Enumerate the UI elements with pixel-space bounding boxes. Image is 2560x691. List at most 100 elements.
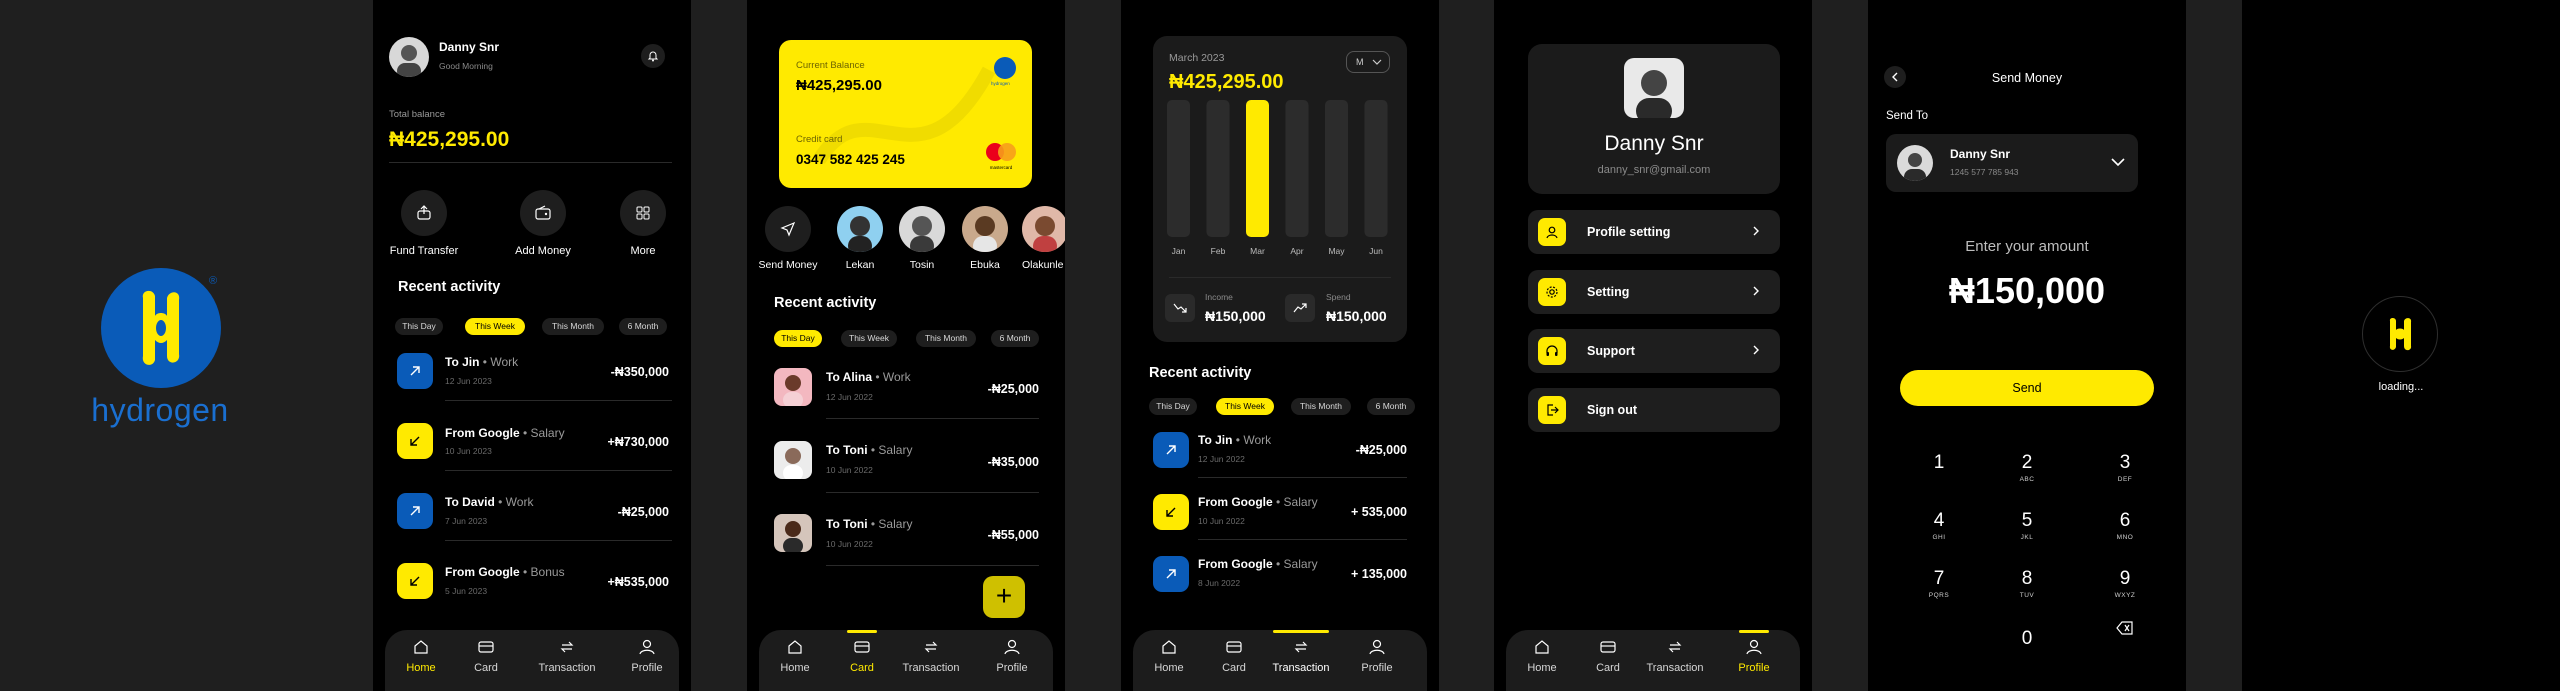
notification-button[interactable] — [641, 44, 665, 68]
transfer-arrows-icon — [1668, 641, 1682, 653]
contact-tosin[interactable]: Tosin — [897, 206, 947, 271]
nav-profile[interactable]: Profile — [611, 638, 683, 674]
stats-screen: March 2023 ₦425,295.00 M Jan Feb Mar Apr May… — [1121, 0, 1439, 691]
nav-transaction[interactable]: Transaction — [1256, 638, 1346, 674]
tx-amount: -₦55,000 — [987, 528, 1039, 542]
avatar[interactable] — [1624, 58, 1684, 118]
filter-6-month[interactable]: 6 Month — [991, 330, 1039, 347]
add-money-button[interactable]: Add Money — [503, 190, 583, 257]
filter-this-week[interactable]: This Week — [465, 318, 525, 335]
stats-card: March 2023 ₦425,295.00 M Jan Feb Mar Apr May… — [1153, 36, 1407, 342]
back-button[interactable] — [1884, 66, 1906, 88]
menu-support[interactable]: Support — [1528, 329, 1780, 373]
credit-card[interactable]: Current Balance ₦425,295.00 hydrogen Cre… — [779, 40, 1032, 188]
chevron-right-icon — [1753, 226, 1759, 236]
bar-jun[interactable] — [1364, 100, 1388, 237]
backspace-icon — [2116, 621, 2133, 635]
action-label: Add Money — [515, 245, 571, 257]
nav-transaction[interactable]: Transaction — [1630, 638, 1720, 674]
bar-may[interactable] — [1325, 100, 1348, 237]
table-row[interactable]: To Toni • Salary — [826, 443, 913, 457]
filter-this-day[interactable]: This Day — [1149, 398, 1197, 415]
action-label: Fund Transfer — [389, 245, 459, 257]
bar-apr[interactable] — [1285, 100, 1309, 237]
nav-profile[interactable]: Profile — [1718, 638, 1790, 674]
nav-card[interactable]: Card — [1198, 638, 1270, 674]
section-title: Recent activity — [774, 295, 877, 311]
divider — [445, 540, 672, 541]
transfer-arrows-icon — [924, 641, 938, 653]
nav-home[interactable]: Home — [1506, 638, 1578, 674]
fund-transfer-button[interactable]: Fund Transfer — [384, 190, 464, 257]
keypad-key-9[interactable]: 9 WXYZ — [2114, 568, 2136, 599]
avatar — [837, 206, 883, 252]
keypad-key-8[interactable]: 8 TUV — [2019, 568, 2035, 599]
filter-this-month[interactable]: This Month — [542, 318, 604, 335]
table-row[interactable]: To Alina • Work — [826, 370, 911, 384]
nav-card[interactable]: Card — [826, 638, 898, 674]
nav-card[interactable]: Card — [1572, 638, 1644, 674]
nav-home[interactable]: Home — [1133, 638, 1205, 674]
home-icon — [788, 640, 802, 654]
keypad-key-2[interactable]: 2 ABC — [2019, 452, 2035, 483]
tx-date: 10 Jun 2022 — [826, 539, 873, 549]
bottom-nav: Home Card Transaction Profile — [759, 630, 1053, 691]
table-row[interactable]: To David • Work — [445, 495, 534, 509]
menu-setting[interactable]: Setting — [1528, 270, 1780, 314]
filter-6-month[interactable]: 6 Month — [1367, 398, 1415, 415]
bar-mar[interactable] — [1246, 100, 1269, 237]
keypad-key-4[interactable]: 4 GHI — [1932, 510, 1946, 541]
contact-ebuka[interactable]: Ebuka — [960, 206, 1010, 271]
contact-lekan[interactable]: Lekan — [835, 206, 885, 271]
menu-icon-box — [1538, 396, 1566, 424]
income-label: Income — [1205, 292, 1233, 302]
keypad-key-5[interactable]: 5 JKL — [2020, 510, 2034, 541]
backspace-key[interactable] — [2116, 620, 2134, 636]
table-row[interactable]: From Google • Salary — [1198, 557, 1318, 571]
amount-display[interactable]: ₦150,000 — [1948, 270, 2106, 311]
keypad-key-0[interactable]: 0 — [2021, 628, 2033, 649]
keypad-key-6[interactable]: 6 MNO — [2116, 510, 2134, 541]
menu-sign-out[interactable]: Sign out — [1528, 388, 1780, 432]
nav-transaction[interactable]: Transaction — [522, 638, 612, 674]
add-button[interactable]: + — [983, 576, 1025, 618]
filter-this-day[interactable]: This Day — [395, 318, 443, 335]
filter-this-month[interactable]: This Month — [916, 330, 976, 347]
filter-6-month[interactable]: 6 Month — [619, 318, 667, 335]
period-select[interactable]: M — [1346, 51, 1390, 73]
nav-card[interactable]: Card — [450, 638, 522, 674]
send-money-contact[interactable]: Send Money — [757, 206, 819, 271]
bar-jan[interactable] — [1167, 100, 1190, 237]
menu-icon-box — [1538, 278, 1566, 306]
recipient-select[interactable]: Danny Snr 1245 577 785 943 — [1886, 134, 2138, 192]
nav-home[interactable]: Home — [385, 638, 457, 674]
nav-transaction[interactable]: Transaction — [886, 638, 976, 674]
filter-this-day[interactable]: This Day — [774, 330, 822, 347]
table-row[interactable]: To Jin • Work — [1198, 433, 1272, 447]
avatar — [1022, 206, 1065, 252]
table-row[interactable]: From Google • Salary — [1198, 495, 1318, 509]
hydrogen-logo — [994, 57, 1016, 79]
keypad-key-7[interactable]: 7 PQRS — [1928, 568, 1950, 599]
filter-this-week[interactable]: This Week — [841, 330, 897, 347]
contact-olakunle[interactable]: Olakunle — [1022, 206, 1065, 271]
avatar[interactable] — [389, 37, 429, 77]
table-row[interactable]: From Google • Salary — [445, 426, 565, 440]
nav-home[interactable]: Home — [759, 638, 831, 674]
contact-label: Send Money — [758, 259, 818, 271]
keypad-key-3[interactable]: 3 DEF — [2117, 452, 2133, 483]
nav-profile[interactable]: Profile — [976, 638, 1048, 674]
card-icon — [1600, 641, 1616, 653]
tx-icon — [397, 493, 433, 529]
filter-this-month[interactable]: This Month — [1291, 398, 1351, 415]
nav-profile[interactable]: Profile — [1341, 638, 1413, 674]
menu-profile-setting[interactable]: Profile setting — [1528, 210, 1780, 254]
table-row[interactable]: To Toni • Salary — [826, 517, 913, 531]
send-button[interactable]: Send — [1900, 370, 2154, 406]
bar-feb[interactable] — [1206, 100, 1230, 237]
keypad-key-1[interactable]: 1 — [1933, 452, 1945, 473]
more-button[interactable]: More — [617, 190, 669, 257]
table-row[interactable]: To Jin • Work — [445, 355, 519, 369]
filter-this-week[interactable]: This Week — [1216, 398, 1274, 415]
table-row[interactable]: From Google • Bonus — [445, 565, 565, 579]
